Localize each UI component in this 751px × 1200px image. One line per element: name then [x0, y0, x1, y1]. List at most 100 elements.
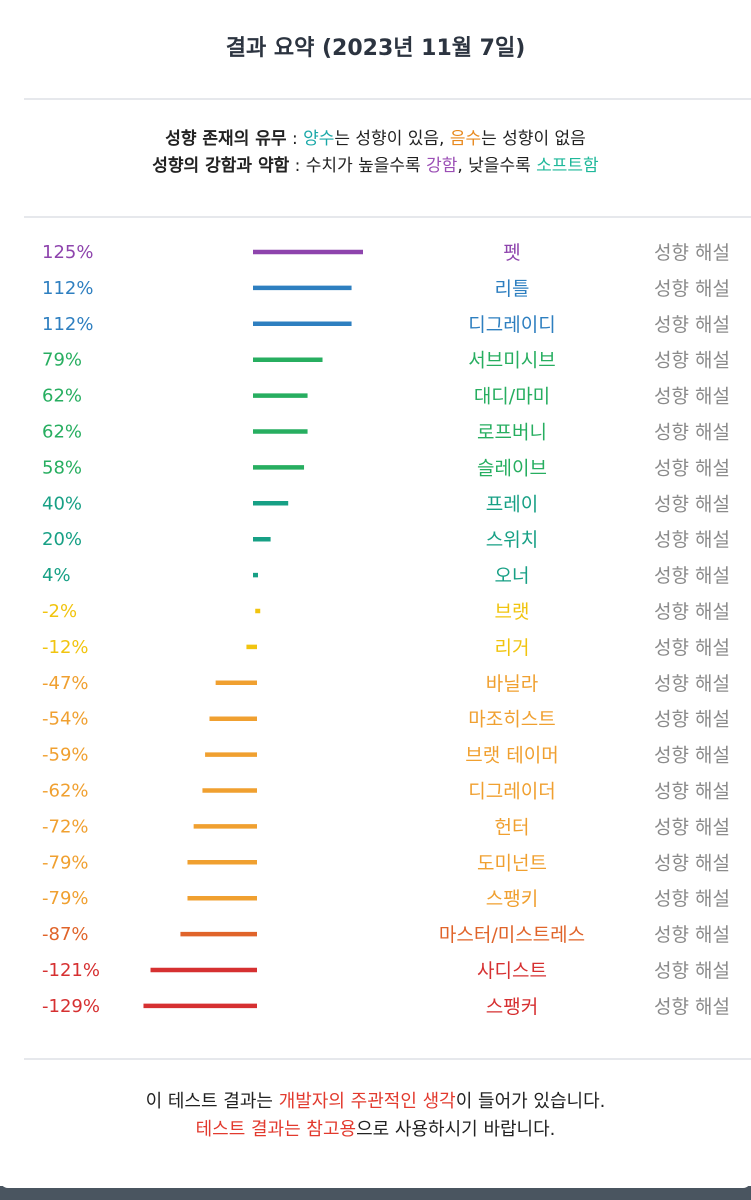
legend-positive: 양수: [303, 129, 335, 149]
description-link[interactable]: 성향 해설: [654, 745, 730, 767]
description-link[interactable]: 성향 해설: [654, 350, 730, 372]
value-label: 58%: [42, 457, 82, 478]
description-link[interactable]: 성향 해설: [654, 960, 730, 982]
description-link[interactable]: 성향 해설: [654, 242, 730, 264]
divider-middle: [24, 216, 751, 218]
tendency-name: 리틀: [495, 278, 530, 300]
tendency-name: 디그레이더: [468, 781, 555, 803]
tendency-name: 리거: [495, 637, 530, 659]
description-link[interactable]: 성향 해설: [654, 278, 730, 300]
description-link[interactable]: 성향 해설: [654, 816, 730, 838]
chart-row: -121% 사디스트 성향 해설: [42, 960, 730, 982]
chart-row: -47% 바닐라 성향 해설: [42, 673, 730, 695]
legend-line2-mid: , 낮을수록: [457, 156, 537, 176]
value-label: 62%: [42, 386, 82, 407]
tendency-name: 사디스트: [477, 960, 547, 982]
value-label: -87%: [42, 924, 89, 945]
description-link[interactable]: 성향 해설: [654, 852, 730, 874]
chart-row: -79% 스팽키 성향 해설: [42, 888, 730, 910]
chart-row: 112% 디그레이디 성향 해설: [42, 314, 730, 336]
description-link[interactable]: 성향 해설: [654, 888, 730, 910]
description-link[interactable]: 성향 해설: [654, 996, 730, 1018]
value-label: -12%: [42, 637, 89, 658]
chart-row: 58% 슬레이브 성향 해설: [42, 457, 730, 479]
tendency-name: 브랫 테이머: [465, 745, 558, 767]
chart-row: 20% 스위치 성향 해설: [42, 529, 730, 551]
tendency-name: 브랫: [495, 601, 530, 623]
footer-line1-post: 이 들어가 있습니다.: [455, 1091, 606, 1112]
footer-line2-highlight: 테스트 결과는 참고용: [195, 1119, 357, 1140]
tendency-name: 스위치: [486, 529, 538, 551]
value-label: -72%: [42, 816, 89, 837]
description-link[interactable]: 성향 해설: [654, 781, 730, 803]
chart-row: -59% 브랫 테이머 성향 해설: [42, 745, 730, 767]
legend-line2-sep: : 수치가 높을수록: [289, 156, 427, 176]
chart-row: -79% 도미넌트 성향 해설: [42, 852, 730, 874]
value-label: -62%: [42, 781, 89, 802]
chart-row: 40% 프레이 성향 해설: [42, 493, 730, 515]
legend: 성향 존재의 유무 : 양수는 성향이 있음, 음수는 성향이 없음 성향의 강…: [0, 126, 751, 180]
footer-line1-pre: 이 테스트 결과는: [145, 1091, 279, 1112]
value-label: 112%: [42, 278, 93, 299]
legend-line1-label: 성향 존재의 유무: [165, 129, 287, 149]
divider-bottom: [24, 1058, 751, 1060]
legend-line-1: 성향 존재의 유무 : 양수는 성향이 있음, 음수는 성향이 없음: [0, 126, 751, 153]
tendency-name: 스팽커: [486, 996, 538, 1018]
value-label: -79%: [42, 888, 89, 909]
description-link[interactable]: 성향 해설: [654, 709, 730, 731]
tendency-name: 서브미시브: [468, 350, 555, 372]
tendency-name: 스팽키: [486, 888, 538, 910]
value-label: 62%: [42, 422, 82, 443]
description-link[interactable]: 성향 해설: [654, 673, 730, 695]
value-label: 4%: [42, 565, 71, 586]
description-link[interactable]: 성향 해설: [654, 637, 730, 659]
legend-positive-desc: 는 성향이 있음,: [334, 129, 450, 149]
value-label: 40%: [42, 493, 82, 514]
footer-line2-post: 으로 사용하시기 바랍니다.: [356, 1119, 556, 1140]
value-label: -129%: [42, 996, 100, 1017]
footer-note: 이 테스트 결과는 개발자의 주관적인 생각이 들어가 있습니다. 테스트 결과…: [0, 1088, 751, 1144]
legend-negative: 음수: [449, 129, 482, 149]
tendency-name: 펫: [503, 242, 520, 264]
value-label: -54%: [42, 709, 89, 730]
chart-row: -129% 스팽커 성향 해설: [42, 996, 730, 1018]
description-link[interactable]: 성향 해설: [654, 493, 730, 515]
chart-row: 62% 대디/마미 성향 해설: [42, 386, 730, 408]
description-link[interactable]: 성향 해설: [654, 386, 730, 408]
chart-row: 125% 펫 성향 해설: [42, 242, 730, 264]
tendency-name: 도미넌트: [477, 852, 547, 874]
legend-line1-sep: :: [286, 129, 304, 149]
description-link[interactable]: 성향 해설: [654, 529, 730, 551]
legend-negative-desc: 는 성향이 없음: [481, 129, 586, 149]
tendency-name: 마스터/미스트레스: [439, 924, 585, 946]
description-link[interactable]: 성향 해설: [654, 314, 730, 336]
value-label: 112%: [42, 314, 93, 335]
chart-row: 112% 리틀 성향 해설: [42, 278, 730, 300]
tendency-name: 헌터: [495, 816, 530, 838]
footer-line1-highlight: 개발자의 주관적인 생각: [278, 1091, 456, 1112]
chart-row: -12% 리거 성향 해설: [42, 637, 730, 659]
value-label: -59%: [42, 745, 89, 766]
chart-row: 62% 로프버니 성향 해설: [42, 422, 730, 444]
value-label: 20%: [42, 529, 82, 550]
value-label: -47%: [42, 673, 89, 694]
chart-row: -62% 디그레이더 성향 해설: [42, 781, 730, 803]
description-link[interactable]: 성향 해설: [654, 457, 730, 479]
description-link[interactable]: 성향 해설: [654, 924, 730, 946]
description-link[interactable]: 성향 해설: [654, 601, 730, 623]
tendency-name: 프레이: [486, 493, 538, 515]
tendency-name: 로프버니: [477, 422, 547, 444]
legend-soft: 소프트함: [536, 156, 599, 176]
bottom-edge: [0, 1186, 751, 1200]
chart-row: -72% 헌터 성향 해설: [42, 816, 730, 838]
tendency-name: 대디/마미: [474, 386, 550, 408]
value-label: -79%: [42, 852, 89, 873]
description-link[interactable]: 성향 해설: [654, 422, 730, 444]
tendency-name: 바닐라: [486, 673, 538, 695]
legend-strong: 강함: [426, 156, 458, 176]
chart-row: 79% 서브미시브 성향 해설: [42, 350, 730, 372]
card-bottom: [0, 1180, 751, 1188]
description-link[interactable]: 성향 해설: [654, 565, 730, 587]
chart-row: -87% 마스터/미스트레스 성향 해설: [42, 924, 730, 946]
value-label: -2%: [42, 601, 77, 622]
